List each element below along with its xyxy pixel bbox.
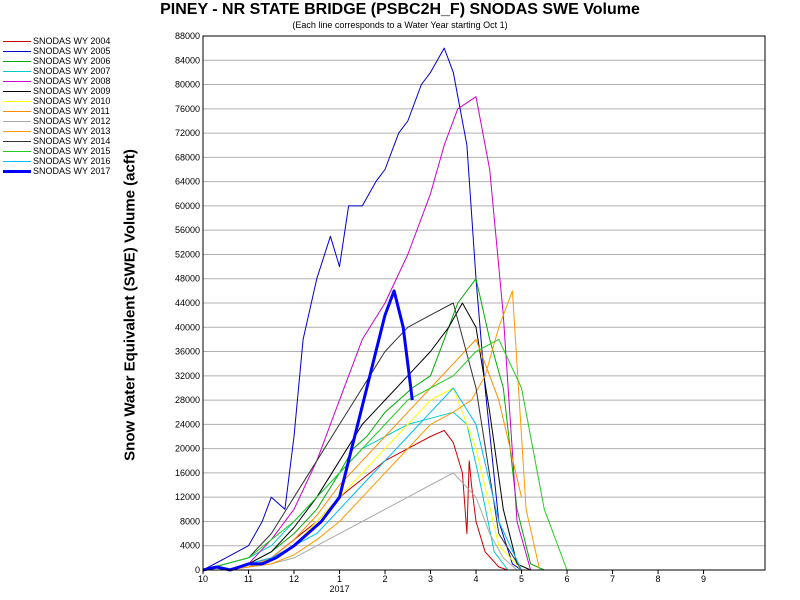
legend-item: SNODAS WY 2013 <box>3 126 123 136</box>
legend-swatch <box>3 61 31 62</box>
y-tick-label: 60000 <box>175 201 200 211</box>
y-tick-label: 80000 <box>175 80 200 90</box>
legend-item: SNODAS WY 2011 <box>3 106 123 116</box>
x-tick-label: 5 <box>519 574 524 584</box>
series-line-snodas-wy-2006 <box>203 278 545 571</box>
legend-swatch <box>3 141 31 142</box>
legend-item: SNODAS WY 2015 <box>3 146 123 156</box>
series-line-snodas-wy-2008 <box>203 96 532 571</box>
series-line-snodas-wy-2013 <box>203 290 541 571</box>
y-tick-label: 56000 <box>175 225 200 235</box>
y-tick-label: 68000 <box>175 152 200 162</box>
legend-label: SNODAS WY 2013 <box>33 126 111 136</box>
series-line-snodas-wy-2009 <box>203 302 531 571</box>
series-line-snodas-wy-2016 <box>203 387 522 571</box>
legend-item: SNODAS WY 2014 <box>3 136 123 146</box>
legend-swatch <box>3 131 31 132</box>
legend-label: SNODAS WY 2017 <box>33 166 111 176</box>
y-tick-label: 28000 <box>175 395 200 405</box>
series-line-snodas-wy-2015 <box>202 338 568 571</box>
legend-swatch <box>3 71 31 72</box>
y-tick-label: 84000 <box>175 55 200 65</box>
legend-swatch <box>3 170 31 173</box>
legend-label: SNODAS WY 2016 <box>33 156 111 166</box>
y-tick-label: 40000 <box>175 322 200 332</box>
x-tick-label: 2 <box>383 574 388 584</box>
x-year-label: 2017 <box>330 584 350 594</box>
chart-title: PINEY - NR STATE BRIDGE (PSBC2H_F) SNODA… <box>160 1 640 18</box>
legend-item: SNODAS WY 2004 <box>3 36 123 46</box>
legend-item: SNODAS WY 2006 <box>3 56 123 66</box>
series-line-snodas-wy-2014 <box>202 302 522 571</box>
y-tick-label: 0 <box>195 565 200 575</box>
y-tick-label: 24000 <box>175 419 200 429</box>
legend-swatch <box>3 151 31 152</box>
legend-swatch <box>3 161 31 162</box>
legend-swatch <box>3 51 31 52</box>
legend-item: SNODAS WY 2005 <box>3 46 123 56</box>
series-line-snodas-wy-2017 <box>202 289 414 572</box>
legend-swatch <box>3 101 31 102</box>
x-tick-label: 9 <box>701 574 706 584</box>
y-tick-label: 8000 <box>180 516 200 526</box>
y-tick-label: 52000 <box>175 249 200 259</box>
y-tick-label: 16000 <box>175 468 200 478</box>
x-tick-label: 12 <box>289 574 299 584</box>
y-tick-label: 72000 <box>175 128 200 138</box>
legend-label: SNODAS WY 2012 <box>33 116 111 126</box>
x-tick-label: 10 <box>198 574 208 584</box>
axes: 0 4000 8000 12000 16000 20000 24000 28000 32000 3… <box>175 31 766 594</box>
y-tick-label: 48000 <box>175 274 200 284</box>
legend-item: SNODAS WY 2017 <box>3 166 123 176</box>
legend-swatch <box>3 121 31 122</box>
legend-swatch <box>3 81 31 82</box>
legend-label: SNODAS WY 2014 <box>33 136 111 146</box>
y-tick-label: 88000 <box>175 31 200 41</box>
legend-item: SNODAS WY 2009 <box>3 86 123 96</box>
x-tick-label: 6 <box>565 574 570 584</box>
y-tick-label: 12000 <box>175 492 200 502</box>
y-tick-label: 64000 <box>175 177 200 187</box>
y-tick-label: 4000 <box>180 541 200 551</box>
legend-swatch <box>3 41 31 42</box>
legend-item: SNODAS WY 2012 <box>3 116 123 126</box>
legend-label: SNODAS WY 2010 <box>33 96 111 106</box>
legend-label: SNODAS WY 2008 <box>33 76 111 86</box>
series-line-snodas-wy-2005 <box>202 47 522 571</box>
legend-label: SNODAS WY 2015 <box>33 146 111 156</box>
legend-label: SNODAS WY 2007 <box>33 66 111 76</box>
plot-frame <box>202 35 766 571</box>
legend-swatch <box>3 91 31 92</box>
y-tick-label: 36000 <box>175 347 200 357</box>
legend-item: SNODAS WY 2007 <box>3 66 123 76</box>
x-tick-label: 4 <box>474 574 479 584</box>
legend-label: SNODAS WY 2006 <box>33 56 111 66</box>
legend-label: SNODAS WY 2004 <box>33 36 111 46</box>
y-tick-label: 20000 <box>175 444 200 454</box>
y-tick-label: 44000 <box>175 298 200 308</box>
x-tick-label: 11 <box>244 574 253 584</box>
x-tick-label: 8 <box>656 574 661 584</box>
legend: SNODAS WY 2004 SNODAS WY 2005 SNODAS WY 20… <box>3 36 123 176</box>
legend-label: SNODAS WY 2011 <box>33 106 110 116</box>
series-lines <box>202 47 568 572</box>
legend-label: SNODAS WY 2005 <box>33 46 111 56</box>
x-tick-label: 3 <box>428 574 433 584</box>
grid-lines <box>203 35 765 571</box>
x-tick-label: 1 <box>337 574 342 584</box>
chart-subtitle: (Each line corresponds to a Water Year s… <box>292 20 508 30</box>
legend-item: SNODAS WY 2010 <box>3 96 123 106</box>
legend-label: SNODAS WY 2009 <box>33 86 111 96</box>
legend-swatch <box>3 111 31 112</box>
y-tick-label: 32000 <box>175 371 200 381</box>
y-tick-label: 76000 <box>175 104 200 114</box>
legend-item: SNODAS WY 2016 <box>3 156 123 166</box>
legend-item: SNODAS WY 2008 <box>3 76 123 86</box>
x-tick-label: 7 <box>610 574 615 584</box>
